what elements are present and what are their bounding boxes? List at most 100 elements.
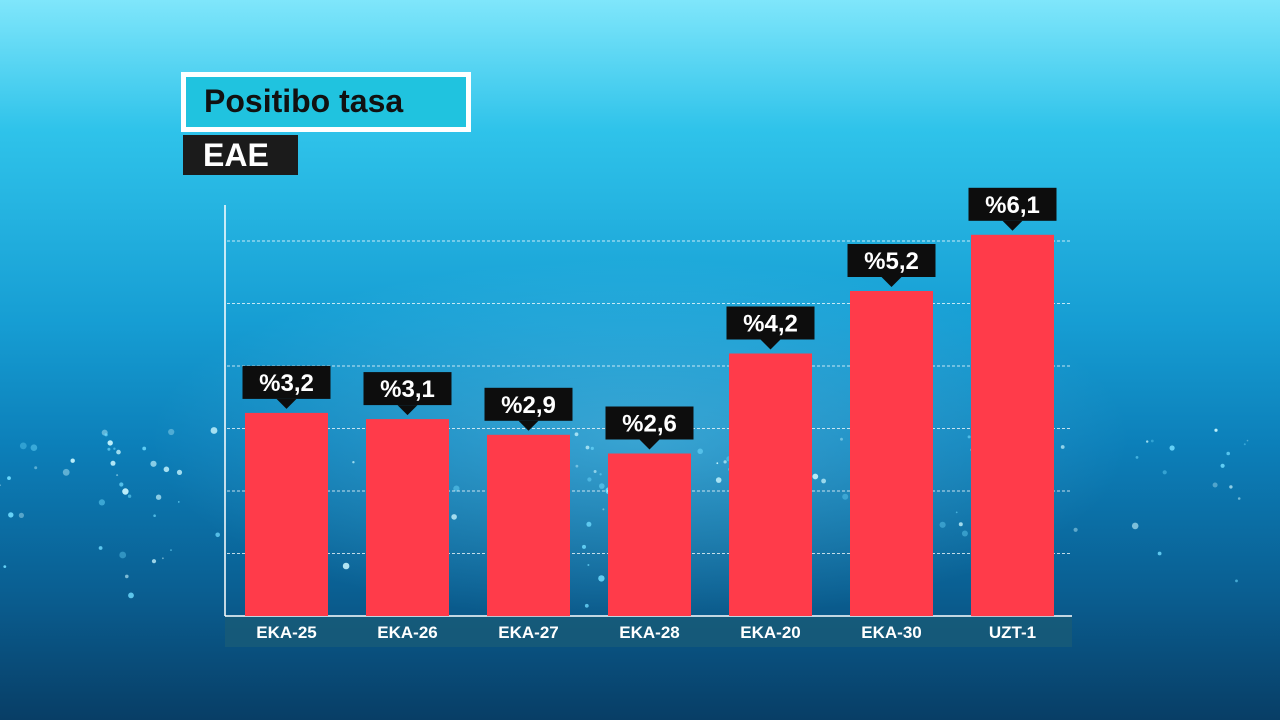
- sparkle-dot: [1150, 439, 1154, 443]
- sparkle-dot: [840, 437, 843, 441]
- chart-subtitle: EAE: [203, 137, 269, 173]
- sparkle-dot: [587, 477, 592, 482]
- data-label-text: %4,2: [743, 311, 798, 338]
- sparkle-dot: [453, 485, 460, 492]
- sparkle-dot: [602, 508, 605, 511]
- sparkle-dot: [575, 464, 579, 468]
- category-label: EKA-26: [377, 623, 437, 642]
- sparkle-dot: [155, 494, 162, 500]
- sparkle-dot: [151, 559, 157, 564]
- bar-eka-26: [366, 419, 449, 616]
- sparkle-dot: [168, 428, 175, 436]
- sparkle-dot: [163, 466, 170, 473]
- sparkle-dot: [574, 432, 579, 437]
- sparkle-dot: [18, 512, 24, 519]
- sparkle-dot: [1073, 527, 1078, 532]
- data-label-eka-20: %4,2: [726, 306, 815, 350]
- sparkle-dot: [812, 473, 819, 480]
- category-label: UZT-1: [989, 623, 1036, 642]
- sparkle-dot: [176, 469, 183, 475]
- sparkle-dot: [1229, 485, 1233, 489]
- chart-title-box: Positibo tasa: [181, 72, 471, 132]
- sparkle-dot: [119, 551, 127, 559]
- data-label-eka-26: %3,1: [363, 372, 452, 416]
- data-label-text: %5,2: [864, 248, 919, 275]
- sparkle-dot: [7, 476, 11, 480]
- sparkle-dot: [113, 447, 116, 450]
- sparkle-dot: [1135, 456, 1139, 459]
- bar-eka-25: [245, 412, 328, 616]
- bar-eka-30: [850, 291, 933, 616]
- sparkle-dot: [958, 522, 963, 527]
- sparkle-dot: [961, 530, 968, 537]
- sparkle-dot: [98, 546, 103, 550]
- sparkle-dot: [451, 514, 457, 520]
- sparkle-dot: [62, 468, 70, 476]
- sparkle-dot: [125, 574, 129, 579]
- sparkle-dot: [342, 562, 350, 570]
- category-label: EKA-28: [619, 623, 679, 642]
- category-label: EKA-30: [861, 623, 921, 642]
- data-label-text: %3,2: [259, 370, 314, 397]
- sparkle-dot: [1131, 522, 1139, 530]
- sparkle-dot: [98, 499, 105, 506]
- category-axis-band: [225, 617, 1072, 647]
- sparkle-dot: [3, 565, 7, 568]
- sparkle-dot: [1212, 482, 1218, 488]
- sparkle-dot: [116, 449, 121, 455]
- sparkle-dot: [30, 444, 38, 452]
- sparkle-dot: [593, 470, 597, 473]
- sparkle-dot: [153, 514, 156, 517]
- chart-title: Positibo tasa: [204, 83, 404, 119]
- sparkle-dot: [107, 447, 111, 451]
- sparkle-dot: [119, 482, 124, 487]
- bar-eka-28: [608, 453, 691, 616]
- data-label-uzt-1: %6,1: [968, 187, 1057, 231]
- sparkle-dot: [1246, 439, 1249, 442]
- sparkle-dot: [34, 466, 38, 470]
- sparkle-dot: [215, 532, 220, 538]
- data-label-eka-28: %2,6: [605, 406, 694, 450]
- sparkle-dot: [715, 477, 722, 483]
- sparkle-dot: [599, 473, 602, 476]
- sparkle-dot: [697, 448, 703, 455]
- sparkle-dot: [586, 521, 592, 527]
- sparkle-dot: [955, 511, 958, 514]
- sparkle-dot: [116, 474, 119, 477]
- sparkle-dot: [70, 458, 75, 463]
- sparkle-dot: [1157, 551, 1162, 556]
- data-label-eka-25: %3,2: [242, 365, 331, 409]
- sparkle-dot: [170, 549, 172, 551]
- sparkle-dot: [842, 493, 849, 500]
- sparkle-dot: [122, 488, 129, 495]
- sparkle-dot: [590, 446, 594, 450]
- chart-subtitle-box: EAE: [183, 135, 298, 175]
- sparkle-dot: [107, 440, 113, 446]
- sparkle-dot: [178, 501, 180, 503]
- category-label: EKA-20: [740, 623, 800, 642]
- sparkle-dot: [1060, 445, 1065, 449]
- sparkle-dot: [104, 433, 108, 437]
- bar-eka-20: [729, 353, 812, 616]
- sparkle-dot: [1214, 428, 1218, 432]
- sparkle-dot: [162, 557, 164, 560]
- sparkle-dot: [1226, 451, 1230, 456]
- sparkle-dot: [1237, 497, 1241, 500]
- sparkle-dot: [0, 484, 1, 486]
- sparkle-dot: [598, 575, 605, 582]
- category-label: EKA-25: [256, 623, 316, 642]
- sparkle-dot: [19, 442, 27, 450]
- sparkle-dot: [1243, 443, 1246, 446]
- sparkle-dot: [128, 592, 134, 599]
- sparkle-dot: [967, 435, 971, 439]
- sparkle-dot: [210, 427, 218, 434]
- data-label-text: %2,9: [501, 392, 556, 419]
- sparkle-dot: [582, 544, 586, 549]
- sparkle-dot: [939, 521, 946, 528]
- data-label-text: %6,1: [985, 192, 1040, 219]
- sparkle-dot: [821, 478, 826, 484]
- sparkle-dot: [1169, 445, 1175, 451]
- bar-eka-27: [487, 434, 570, 617]
